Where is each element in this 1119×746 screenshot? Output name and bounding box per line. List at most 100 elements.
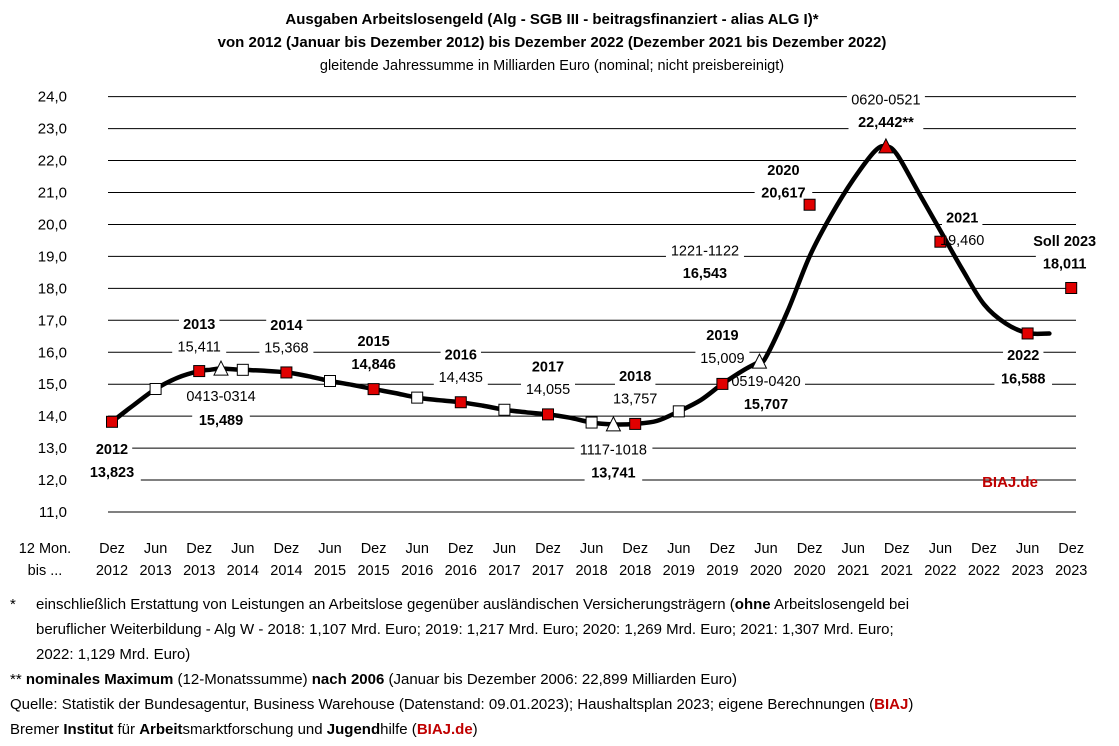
x-tick-year: 2020 — [750, 563, 782, 579]
data-label: 2014 — [270, 318, 302, 334]
x-tick-month: Jun — [318, 541, 341, 557]
watermark: BIAJ.de — [982, 474, 1038, 491]
footnote-star-bold: ohne — [734, 596, 771, 613]
data-label: 20,617 — [761, 186, 805, 202]
data-label: 0519-0420 — [731, 374, 800, 390]
y-tick-label: 15,0 — [38, 376, 67, 393]
data-label: 14,055 — [526, 382, 570, 398]
y-tick-label: 11,0 — [39, 504, 67, 521]
label-bg — [344, 355, 403, 373]
x-tick-month: Dez — [535, 541, 561, 557]
x-tick-year: 2018 — [575, 563, 607, 579]
label-bg — [763, 161, 804, 179]
data-label: 14,846 — [351, 357, 395, 373]
red-square-marker — [106, 415, 118, 428]
x-tick-year: 2013 — [183, 563, 215, 579]
label-bg — [727, 373, 805, 391]
data-label: 16,588 — [1001, 372, 1045, 388]
x-tick-year: 2017 — [532, 563, 564, 579]
data-label: 2018 — [619, 369, 651, 385]
x-tick-year: 2020 — [793, 563, 825, 579]
x-tick-month: Jun — [144, 541, 167, 557]
white-square-marker — [585, 416, 598, 429]
x-tick-month: Jun — [406, 541, 429, 557]
y-tick-label: 20,0 — [38, 216, 67, 233]
y-tick-label: 23,0 — [38, 121, 67, 138]
red-square-marker — [1021, 327, 1034, 340]
x-tick-month: Jun — [842, 541, 865, 557]
x-tick-year: 2016 — [401, 563, 433, 579]
footnote-star-marker: * — [10, 596, 16, 613]
x-tick-year: 2013 — [139, 563, 171, 579]
x-tick-month: Jun — [580, 541, 603, 557]
label-bg — [665, 242, 744, 260]
y-tick-label: 13,0 — [38, 440, 67, 457]
red-square-marker — [803, 198, 816, 211]
source-line: Quelle: Statistik der Bundesagentur, Bus… — [10, 696, 914, 713]
data-label: 1221-1122 — [671, 243, 739, 259]
label-bg — [527, 358, 569, 376]
x-tick-year: 2019 — [663, 563, 695, 579]
data-label: 2012 — [96, 442, 128, 458]
y-axis-ticks: 11,0 12,0 13,0 14,0 15,0 16,0 17,0 18,0 19,0 20,0… — [38, 89, 67, 521]
label-bg — [615, 368, 656, 386]
line-chart: Ausgaben Arbeitslosengeld (Alg - SGB III… — [18, 11, 1097, 579]
label-bg — [259, 339, 314, 357]
x-tick-year: 2014 — [227, 563, 259, 579]
triangle-marker — [605, 415, 622, 432]
data-label: 15,707 — [744, 397, 788, 413]
label-bg — [192, 411, 250, 429]
y-tick-label: 24,0 — [38, 89, 67, 106]
data-label: 18,011 — [1043, 257, 1087, 273]
label-bg — [676, 265, 734, 283]
data-label: 2022 — [1007, 348, 1039, 364]
y-tick-label: 12,0 — [38, 472, 67, 489]
x-tick-month: Jun — [231, 541, 254, 557]
red-square-marker — [934, 235, 947, 248]
data-label: 2020 — [767, 163, 799, 179]
x-axis-title-line2: bis ... — [28, 563, 63, 579]
y-tick-label: 17,0 — [38, 312, 67, 329]
label-bg — [91, 440, 133, 458]
x-tick-month: Jun — [667, 541, 690, 557]
data-labels: 2012 13,823 2013 15,411 2014 15,368 0413-0314 1… — [90, 92, 1096, 481]
red-square-marker — [454, 396, 467, 409]
series-line — [109, 143, 1052, 427]
x-tick-month: Dez — [884, 541, 910, 557]
x-tick-month: Dez — [1058, 541, 1084, 557]
label-bg — [584, 464, 643, 482]
y-tick-label: 16,0 — [38, 344, 67, 361]
triangle-marker — [751, 352, 768, 369]
y-tick-label: 18,0 — [38, 280, 67, 297]
label-bg — [942, 209, 983, 227]
data-label: 15,411 — [178, 339, 221, 355]
footnote-star-line1: * einschließlich Erstattung von Leistunge… — [10, 595, 909, 615]
x-tick-month: Dez — [186, 541, 212, 557]
data-label: 2013 — [183, 317, 215, 333]
white-square-marker — [324, 375, 336, 388]
data-label: 2019 — [706, 328, 738, 344]
label-bg — [695, 349, 750, 367]
data-label: 0620-0521 — [851, 92, 920, 108]
x-tick-month: Dez — [797, 541, 823, 557]
red-square-marker — [280, 366, 293, 379]
label-bg — [83, 463, 141, 481]
data-label: 22,442** — [858, 115, 914, 131]
x-tick-year: 2022 — [924, 563, 956, 579]
x-tick-month: Dez — [448, 541, 474, 557]
x-tick-year: 2014 — [270, 563, 302, 579]
x-tick-month: Jun — [929, 541, 952, 557]
data-label: 0413-0314 — [186, 389, 255, 405]
x-tick-year: 2021 — [881, 563, 913, 579]
y-tick-label: 14,0 — [38, 408, 67, 425]
x-tick-month: Dez — [99, 541, 125, 557]
x-tick-month: Dez — [274, 541, 300, 557]
triangle-marker — [213, 359, 229, 376]
data-label: 19,460 — [940, 233, 984, 249]
data-label: 2015 — [357, 334, 389, 350]
white-square-marker — [672, 405, 685, 418]
triangle-marker — [878, 137, 894, 154]
x-tick-year: 2016 — [445, 563, 477, 579]
footnote-star-line2: beruflicher Weiterbildung - Alg W - 2018… — [36, 621, 894, 638]
x-tick-year: 2018 — [619, 563, 651, 579]
